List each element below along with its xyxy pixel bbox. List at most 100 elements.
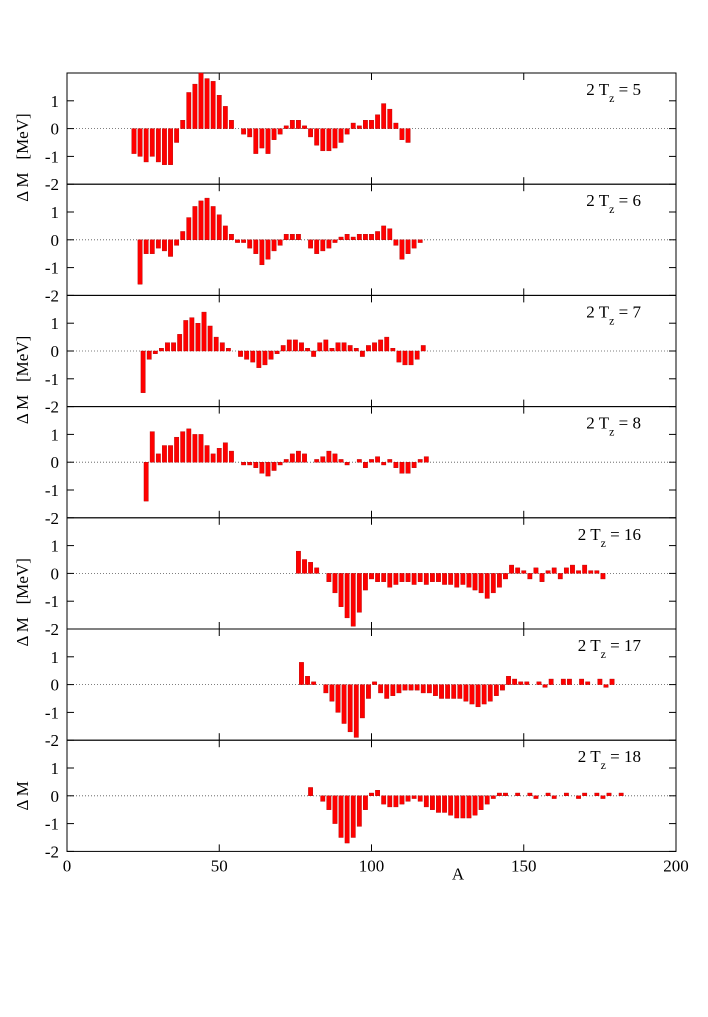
- bar: [271, 239, 277, 252]
- bar: [405, 462, 411, 474]
- panel-title: 2 Tz = 16: [578, 525, 641, 550]
- bar: [344, 573, 350, 619]
- bar: [363, 234, 368, 241]
- y-tick-label: 0: [51, 231, 60, 250]
- y-tick-label: -2: [45, 509, 59, 528]
- bar: [332, 128, 338, 149]
- bar: [302, 559, 307, 574]
- bar: [186, 428, 192, 463]
- x-tick-label: 50: [211, 856, 228, 875]
- bar: [484, 573, 490, 599]
- bar: [436, 573, 441, 582]
- bar: [381, 573, 387, 582]
- bar: [375, 790, 380, 796]
- bar: [204, 78, 210, 129]
- bar: [417, 795, 423, 802]
- y-tick-label: 1: [51, 759, 60, 778]
- bar: [289, 453, 295, 463]
- bar: [600, 573, 606, 580]
- bar: [283, 234, 289, 241]
- bar: [393, 573, 399, 585]
- bar: [344, 462, 350, 466]
- bar: [527, 573, 533, 580]
- bar: [490, 573, 496, 594]
- bar: [235, 239, 240, 243]
- bar: [216, 95, 222, 129]
- bar: [402, 350, 408, 366]
- x-tick-label: 100: [359, 856, 385, 875]
- bar: [280, 345, 286, 352]
- bar: [375, 114, 380, 129]
- bar: [308, 128, 313, 138]
- panel: -2 -1 0 1 2 Tz = 17: [45, 628, 677, 750]
- bar: [259, 128, 265, 149]
- bar: [274, 350, 280, 354]
- bar: [286, 339, 292, 352]
- bar: [448, 795, 454, 816]
- bar: [356, 573, 362, 613]
- bar: [296, 450, 301, 463]
- bar: [363, 120, 368, 129]
- bar: [149, 128, 155, 157]
- y-axis-label: Δ M [MeV]: [13, 113, 32, 201]
- bar: [393, 795, 399, 808]
- bar: [460, 573, 466, 585]
- bar: [585, 681, 591, 685]
- bar: [503, 573, 508, 580]
- bar: [369, 459, 374, 463]
- bar: [381, 462, 387, 466]
- bar: [320, 456, 326, 463]
- bar: [296, 234, 301, 241]
- y-tick-label: 0: [51, 787, 60, 806]
- y-tick-label: -2: [45, 731, 59, 750]
- bar: [582, 564, 588, 574]
- bar: [332, 795, 338, 824]
- bar: [423, 573, 429, 585]
- bar: [430, 795, 435, 810]
- bar: [542, 684, 548, 688]
- bar: [344, 234, 350, 241]
- panel: -2 -1 0 1 2 Tz = 5 Δ M [MeV]: [13, 72, 677, 202]
- bar: [594, 792, 600, 797]
- bar: [329, 684, 335, 702]
- bar: [442, 573, 447, 585]
- bar: [192, 206, 198, 241]
- bar: [399, 573, 405, 582]
- bar: [390, 684, 396, 696]
- bar: [414, 350, 420, 360]
- bar: [198, 200, 204, 241]
- bar: [548, 678, 554, 685]
- bar: [381, 795, 387, 805]
- panel: -2 -1 0 1 2 Tz = 8: [45, 406, 677, 528]
- bar: [210, 206, 216, 241]
- bar: [311, 350, 317, 357]
- bar: [363, 795, 368, 810]
- bar: [174, 128, 180, 143]
- bar: [533, 795, 539, 799]
- bar: [387, 228, 393, 240]
- bar: [436, 795, 441, 813]
- bar: [165, 342, 170, 352]
- bar: [219, 342, 225, 352]
- bar: [186, 92, 192, 129]
- panel: -2 -1 0 1 2 Tz = 7 Δ M [MeV]: [13, 294, 677, 424]
- bar: [366, 684, 371, 699]
- bar: [341, 684, 347, 724]
- bar: [289, 234, 295, 241]
- bar: [152, 350, 158, 354]
- bar: [551, 795, 557, 799]
- bar: [296, 120, 301, 129]
- bar: [567, 678, 572, 685]
- panel-title: 2 Tz = 5: [586, 80, 641, 105]
- bar: [518, 681, 524, 685]
- bar: [326, 795, 332, 810]
- y-axis-label: Δ M [MeV]: [13, 336, 32, 424]
- bar: [506, 676, 511, 685]
- bar: [241, 239, 247, 243]
- bar: [347, 345, 353, 352]
- bar: [162, 128, 167, 165]
- bar: [609, 678, 615, 685]
- x-tick-label: 200: [663, 856, 689, 875]
- bar: [216, 214, 222, 240]
- panel-title: 2 Tz = 18: [578, 747, 641, 772]
